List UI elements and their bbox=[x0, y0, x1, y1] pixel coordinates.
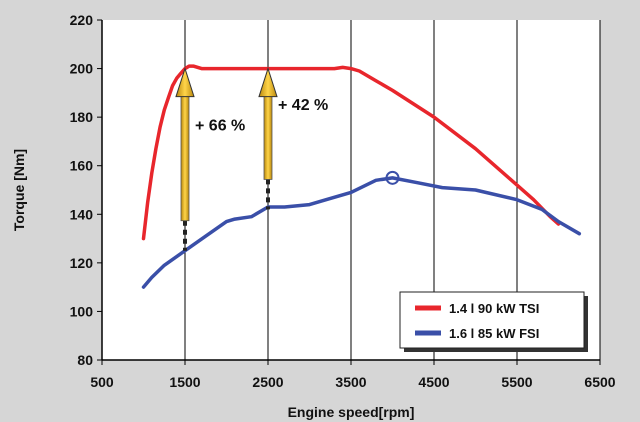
annotation-label-2: + 42 % bbox=[278, 97, 328, 114]
series-lines bbox=[141, 64, 582, 289]
y-tick-label-140: 140 bbox=[70, 206, 94, 222]
arrow-head-1 bbox=[175, 66, 195, 98]
y-tick-label-200: 200 bbox=[70, 61, 94, 77]
y-axis-label: Torque [Nm] bbox=[11, 149, 27, 231]
series-line-fsi bbox=[141, 176, 582, 289]
legend: 1.4 l 90 kW TSI 1.6 l 85 kW FSI bbox=[399, 291, 588, 352]
annotation-arrows: + 66 % + 42 % bbox=[175, 66, 328, 251]
y-tick-label-220: 220 bbox=[70, 12, 94, 28]
x-tick-label-2500: 2500 bbox=[252, 374, 283, 390]
arrow-head-2 bbox=[258, 66, 278, 98]
peak-marker bbox=[385, 170, 400, 185]
x-tick-label-4500: 4500 bbox=[418, 374, 449, 390]
annotation-arrow-2 bbox=[258, 66, 278, 210]
y-tick-labels: 80 100 120 140 160 180 200 220 bbox=[70, 12, 94, 368]
y-tick-label-160: 160 bbox=[70, 158, 94, 174]
y-tick-label-120: 120 bbox=[70, 255, 94, 271]
x-tick-label-5500: 5500 bbox=[501, 374, 532, 390]
x-tick-label-3500: 3500 bbox=[335, 374, 366, 390]
x-tick-label-1500: 1500 bbox=[169, 374, 200, 390]
legend-label-tsi: 1.4 l 90 kW TSI bbox=[449, 301, 539, 316]
arrow-shaft-2 bbox=[263, 96, 273, 180]
legend-box bbox=[399, 291, 585, 349]
x-tick-labels: 500 1500 2500 3500 4500 5500 6500 bbox=[90, 374, 615, 390]
legend-label-fsi: 1.6 l 85 kW FSI bbox=[449, 326, 539, 341]
series-line-tsi bbox=[141, 64, 561, 241]
x-tick-label-6500: 6500 bbox=[584, 374, 615, 390]
y-tick-label-80: 80 bbox=[77, 352, 93, 368]
axes bbox=[97, 19, 601, 365]
y-tick-label-100: 100 bbox=[70, 303, 94, 319]
y-tick-label-180: 180 bbox=[70, 109, 94, 125]
annotation-label-1: + 66 % bbox=[195, 118, 245, 135]
arrow-shaft-1 bbox=[180, 96, 190, 222]
annotation-arrow-1 bbox=[175, 66, 195, 251]
x-axis-label: Engine speed[rpm] bbox=[288, 404, 415, 420]
x-tick-label-500: 500 bbox=[90, 374, 114, 390]
